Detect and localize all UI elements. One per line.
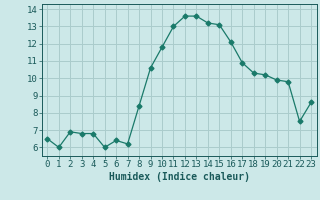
X-axis label: Humidex (Indice chaleur): Humidex (Indice chaleur): [109, 172, 250, 182]
